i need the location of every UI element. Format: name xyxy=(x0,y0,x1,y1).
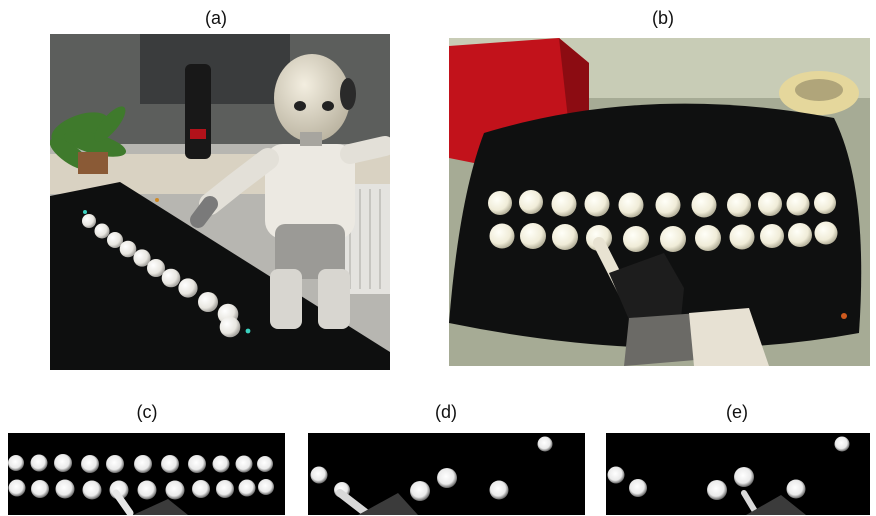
panel-label-a: (a) xyxy=(205,8,227,28)
panel-label-d: (d) xyxy=(435,402,457,422)
mask-panel-e xyxy=(606,433,870,515)
robot-camera-view-photo xyxy=(449,38,870,366)
photo-panel-a xyxy=(50,34,390,370)
mask-panel-d xyxy=(308,433,585,515)
segmented-balls-mask xyxy=(8,433,285,515)
segmented-balls-mask xyxy=(606,433,870,515)
panel-label-c: (c) xyxy=(136,402,158,422)
photo-panel-b xyxy=(449,38,870,366)
mask-panel-c xyxy=(8,433,285,515)
panel-label-e: (e) xyxy=(726,402,748,422)
panel-label-b: (b) xyxy=(652,8,674,28)
segmented-balls-mask xyxy=(308,433,585,515)
robot-pointing-balls-photo xyxy=(50,34,390,370)
